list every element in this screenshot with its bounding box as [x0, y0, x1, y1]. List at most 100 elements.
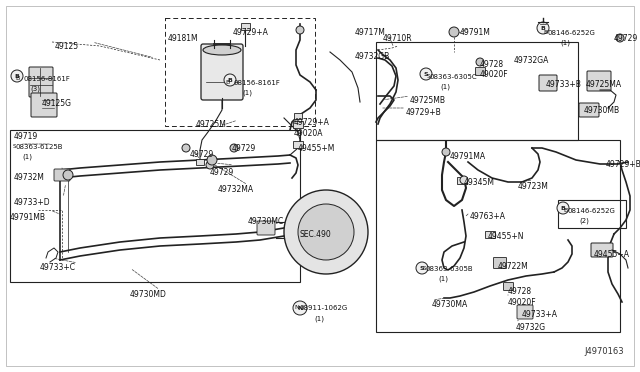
Text: 49729: 49729	[210, 168, 234, 177]
Text: B: B	[15, 74, 19, 78]
Text: 08156-8161F: 08156-8161F	[23, 76, 70, 82]
Text: B: B	[226, 80, 230, 85]
Circle shape	[449, 27, 459, 37]
Circle shape	[416, 262, 428, 274]
FancyBboxPatch shape	[29, 67, 53, 97]
Text: 08146-6252G: 08146-6252G	[568, 208, 616, 214]
Circle shape	[293, 301, 307, 315]
Bar	[457, 176, 467, 183]
Text: (3): (3)	[30, 86, 40, 93]
Bar	[165, 18, 315, 126]
Text: 49730MB: 49730MB	[584, 106, 620, 115]
Text: 49732G: 49732G	[516, 323, 546, 332]
FancyBboxPatch shape	[587, 71, 611, 91]
Text: 49125G: 49125G	[42, 99, 72, 108]
Text: 49732MA: 49732MA	[218, 185, 254, 194]
Text: 49725M: 49725M	[196, 120, 227, 129]
FancyBboxPatch shape	[591, 243, 613, 257]
Circle shape	[207, 155, 217, 165]
Circle shape	[224, 74, 236, 86]
Bar	[376, 42, 578, 140]
FancyBboxPatch shape	[504, 282, 513, 291]
Text: (2): (2)	[579, 218, 589, 224]
Bar	[485, 231, 495, 237]
Text: 49181M: 49181M	[168, 34, 198, 43]
FancyBboxPatch shape	[31, 93, 57, 117]
Text: SEC.490: SEC.490	[300, 230, 332, 239]
Bar	[293, 121, 303, 128]
Text: 49791M: 49791M	[460, 28, 491, 37]
Circle shape	[420, 68, 432, 80]
Circle shape	[182, 144, 190, 152]
Text: S: S	[12, 144, 16, 149]
Text: 49728: 49728	[480, 60, 504, 69]
Text: (1): (1)	[314, 316, 324, 323]
Text: S: S	[422, 266, 426, 271]
Text: 49020F: 49020F	[508, 298, 536, 307]
Text: S: S	[420, 266, 424, 270]
Text: 49717M: 49717M	[355, 28, 386, 37]
Text: 49733+B: 49733+B	[546, 80, 582, 89]
Text: 49733+A: 49733+A	[522, 310, 558, 319]
Ellipse shape	[203, 45, 241, 55]
Text: 08363-6125B: 08363-6125B	[16, 144, 63, 150]
FancyBboxPatch shape	[539, 75, 557, 91]
FancyBboxPatch shape	[201, 44, 243, 100]
Circle shape	[442, 148, 450, 156]
Text: 49710R: 49710R	[383, 34, 413, 43]
Text: 08146-6252G: 08146-6252G	[548, 30, 596, 36]
Text: 49722M: 49722M	[498, 262, 529, 271]
Text: 49729+A: 49729+A	[294, 118, 330, 127]
Bar	[293, 141, 303, 148]
Circle shape	[298, 204, 354, 260]
Bar	[10, 130, 300, 282]
Circle shape	[557, 202, 569, 214]
FancyBboxPatch shape	[579, 103, 599, 117]
Text: (1): (1)	[242, 90, 252, 96]
Bar	[294, 113, 302, 119]
Text: 49732GA: 49732GA	[514, 56, 549, 65]
Circle shape	[476, 58, 484, 66]
Circle shape	[296, 26, 304, 34]
Text: 49719: 49719	[14, 132, 38, 141]
Text: 49729+B: 49729+B	[606, 160, 640, 169]
Text: 49791MA: 49791MA	[450, 152, 486, 161]
Bar	[241, 22, 250, 29]
Text: 49729+B: 49729+B	[406, 108, 442, 117]
Text: N: N	[298, 305, 303, 311]
Text: 49455+N: 49455+N	[488, 232, 525, 241]
Text: 49725MB: 49725MB	[410, 96, 446, 105]
Text: 49791MB: 49791MB	[10, 213, 46, 222]
Text: 49728: 49728	[508, 287, 532, 296]
FancyBboxPatch shape	[54, 169, 70, 181]
Text: N: N	[294, 305, 300, 310]
Text: 49730MC: 49730MC	[248, 217, 284, 226]
Text: (1): (1)	[22, 154, 32, 160]
Bar	[376, 140, 620, 332]
Circle shape	[11, 70, 23, 82]
Text: 49020F: 49020F	[480, 70, 509, 79]
Text: 49020A: 49020A	[294, 129, 323, 138]
Text: 08363-6305B: 08363-6305B	[426, 266, 474, 272]
Text: 49730MA: 49730MA	[432, 300, 468, 309]
Circle shape	[206, 161, 214, 169]
Text: 49345M: 49345M	[464, 178, 495, 187]
FancyBboxPatch shape	[517, 305, 533, 319]
Text: 49763+A: 49763+A	[470, 212, 506, 221]
Text: 49729: 49729	[190, 150, 214, 159]
Text: 49733+C: 49733+C	[40, 263, 76, 272]
Text: (1): (1)	[440, 84, 450, 90]
Text: 08911-1062G: 08911-1062G	[300, 305, 348, 311]
Text: B: B	[541, 26, 545, 31]
Text: 49732M: 49732M	[14, 173, 45, 182]
Text: 49729: 49729	[614, 34, 638, 43]
Text: 49723M: 49723M	[518, 182, 549, 191]
Text: (1): (1)	[438, 276, 448, 282]
Text: B: B	[228, 77, 232, 83]
FancyBboxPatch shape	[257, 221, 275, 235]
Bar	[558, 200, 626, 228]
Text: S: S	[426, 74, 429, 79]
Text: B: B	[543, 30, 547, 35]
Text: 49455+M: 49455+M	[298, 144, 335, 153]
Text: 49732GB: 49732GB	[355, 52, 390, 61]
